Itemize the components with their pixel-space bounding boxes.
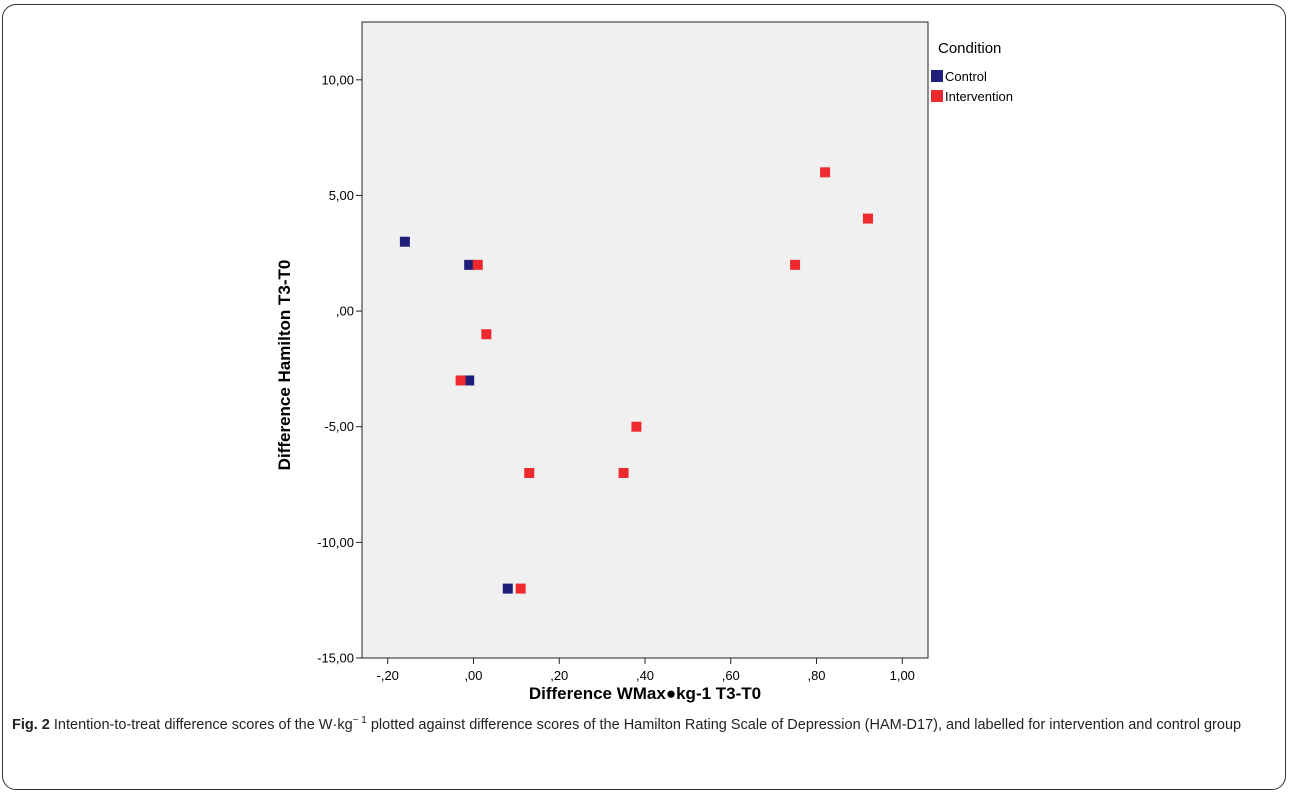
x-axis-title: Difference WMax●kg-1 T3-T0 xyxy=(529,684,761,703)
x-tick-label: ,80 xyxy=(807,668,825,683)
x-tick-label: 1,00 xyxy=(890,668,915,683)
plot-area xyxy=(361,21,929,659)
point-intervention xyxy=(524,467,535,478)
point-intervention xyxy=(515,583,526,594)
point-intervention xyxy=(481,329,492,340)
y-tick-label: -15,00 xyxy=(317,651,354,666)
y-tick-label: 5,00 xyxy=(329,188,354,203)
x-axis-ticks: -,20 ,00 ,20 ,40 ,60 ,80 1,00 xyxy=(377,658,915,683)
point-control xyxy=(464,375,475,386)
legend-swatch-control xyxy=(931,70,943,82)
point-control xyxy=(464,259,475,270)
figure-label: Fig. 2 xyxy=(12,717,50,733)
y-axis-title: Difference Hamilton T3-T0 xyxy=(275,260,294,471)
point-intervention xyxy=(455,375,466,386)
caption-text-1: Intention-to-treat difference scores of … xyxy=(49,717,353,733)
legend-title: Condition xyxy=(938,40,1001,57)
x-tick-label: ,40 xyxy=(636,668,654,683)
point-intervention xyxy=(820,167,831,178)
y-tick-label: -10,00 xyxy=(317,535,354,550)
point-intervention xyxy=(790,259,801,270)
y-axis-ticks: 10,00 5,00 ,00 -5,00 -10,00 -15,00 xyxy=(317,72,362,666)
y-tick-label: -5,00 xyxy=(324,419,354,434)
caption-text-2: plotted against difference scores of the… xyxy=(366,717,1242,733)
x-tick-label: ,60 xyxy=(722,668,740,683)
legend-label-intervention: Intervention xyxy=(945,89,1013,104)
data-points xyxy=(399,167,873,594)
y-tick-label: ,00 xyxy=(336,304,354,319)
scatter-chart: -,20 ,00 ,20 ,40 ,60 ,80 1,00 10,00 5,00 ,00 -5,0… xyxy=(275,21,1013,703)
point-control xyxy=(502,583,513,594)
figure-caption: Fig. 2 Intention-to-treat difference sco… xyxy=(12,715,1276,736)
y-tick-label: 10,00 xyxy=(321,72,354,87)
legend-label-control: Control xyxy=(945,69,987,84)
x-tick-label: ,00 xyxy=(464,668,482,683)
legend-swatch-intervention xyxy=(931,90,943,102)
x-tick-label: ,20 xyxy=(550,668,568,683)
point-intervention xyxy=(862,213,873,224)
point-intervention xyxy=(631,421,642,432)
caption-superscript: − 1 xyxy=(352,715,367,727)
legend: Condition Control Intervention xyxy=(931,40,1013,104)
point-control xyxy=(399,236,410,247)
point-intervention xyxy=(618,467,629,478)
x-tick-label: -,20 xyxy=(377,668,399,683)
point-intervention xyxy=(472,259,483,270)
